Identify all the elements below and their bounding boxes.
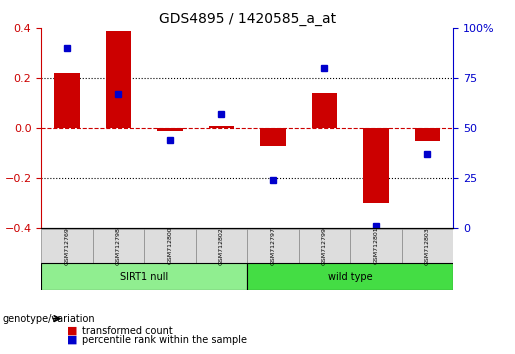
Text: GSM712801: GSM712801 [373,227,379,264]
FancyBboxPatch shape [93,229,144,263]
Text: GSM712803: GSM712803 [425,227,430,264]
Text: ■: ■ [67,335,77,345]
Text: wild type: wild type [328,272,372,281]
FancyBboxPatch shape [41,263,247,290]
FancyBboxPatch shape [41,229,93,263]
FancyBboxPatch shape [196,229,247,263]
Text: GSM712799: GSM712799 [322,227,327,265]
Bar [209,126,234,128]
Text: GSM712802: GSM712802 [219,227,224,264]
Bar [260,128,286,145]
FancyBboxPatch shape [350,229,402,263]
FancyBboxPatch shape [299,229,350,263]
Bar [106,31,131,128]
Bar [415,128,440,141]
Title: GDS4895 / 1420585_a_at: GDS4895 / 1420585_a_at [159,12,336,26]
Bar [363,128,389,203]
Text: genotype/variation: genotype/variation [3,314,95,324]
Text: percentile rank within the sample: percentile rank within the sample [82,335,247,345]
Text: transformed count: transformed count [82,326,173,336]
Text: GSM712800: GSM712800 [167,227,173,264]
Text: GSM712798: GSM712798 [116,227,121,265]
Bar [54,73,80,128]
FancyBboxPatch shape [247,229,299,263]
Text: ■: ■ [67,326,77,336]
FancyBboxPatch shape [247,263,453,290]
Text: GSM712769: GSM712769 [64,227,70,265]
FancyBboxPatch shape [402,229,453,263]
Text: GSM712797: GSM712797 [270,227,276,265]
Text: SIRT1 null: SIRT1 null [120,272,168,281]
Bar [157,128,183,131]
Bar [312,93,337,128]
FancyBboxPatch shape [144,229,196,263]
